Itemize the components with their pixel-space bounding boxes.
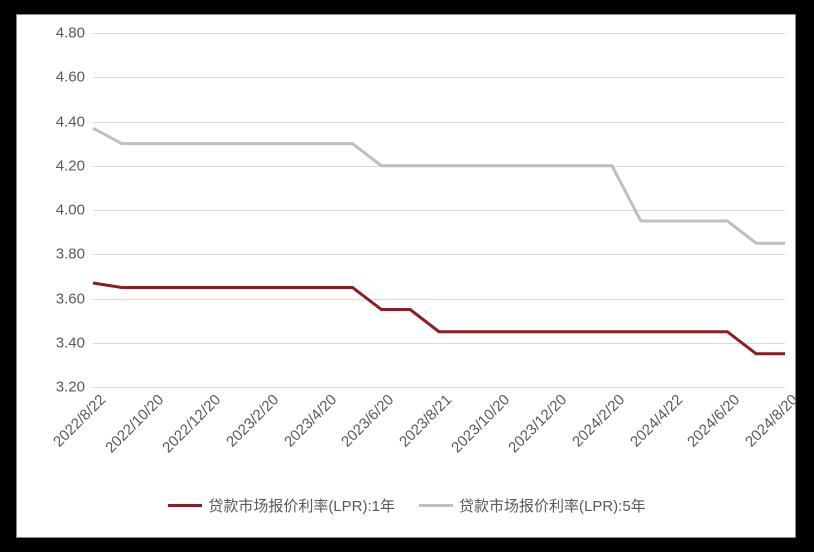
chart-lines: [93, 33, 785, 387]
legend: 贷款市场报价利率(LPR):1年 贷款市场报价利率(LPR):5年: [17, 495, 797, 516]
y-tick-label: 3.80: [56, 246, 93, 263]
legend-item: 贷款市场报价利率(LPR):1年: [168, 495, 395, 516]
x-tick-label: 2023/12/20: [501, 387, 570, 456]
x-tick-label: 2022/12/20: [155, 387, 224, 456]
x-tick-label: 2023/2/20: [219, 387, 282, 450]
x-tick-label: 2023/4/20: [276, 387, 339, 450]
x-tick-label: 2024/6/20: [680, 387, 743, 450]
y-tick-label: 4.00: [56, 202, 93, 219]
series-line: [93, 128, 785, 243]
legend-swatch: [168, 504, 202, 507]
x-tick-label: 2023/6/20: [334, 387, 397, 450]
x-tick-label: 2024/8/20: [738, 387, 801, 450]
y-tick-label: 3.40: [56, 334, 93, 351]
series-line: [93, 283, 785, 354]
x-tick-label: 2023/10/20: [444, 387, 513, 456]
plot-area: 3.203.403.603.804.004.204.404.604.802022…: [93, 33, 785, 387]
y-tick-label: 4.40: [56, 113, 93, 130]
y-tick-label: 4.20: [56, 157, 93, 174]
y-tick-label: 4.60: [56, 69, 93, 86]
y-tick-label: 4.80: [56, 25, 93, 42]
legend-label: 贷款市场报价利率(LPR):1年: [208, 495, 395, 516]
legend-label: 贷款市场报价利率(LPR):5年: [459, 495, 646, 516]
x-tick-label: 2022/10/20: [98, 387, 167, 456]
x-tick-label: 2024/2/20: [565, 387, 628, 450]
x-tick-label: 2024/4/22: [622, 387, 685, 450]
legend-swatch: [419, 504, 453, 507]
legend-item: 贷款市场报价利率(LPR):5年: [419, 495, 646, 516]
y-tick-label: 3.60: [56, 290, 93, 307]
chart-container: 3.203.403.603.804.004.204.404.604.802022…: [16, 14, 796, 538]
